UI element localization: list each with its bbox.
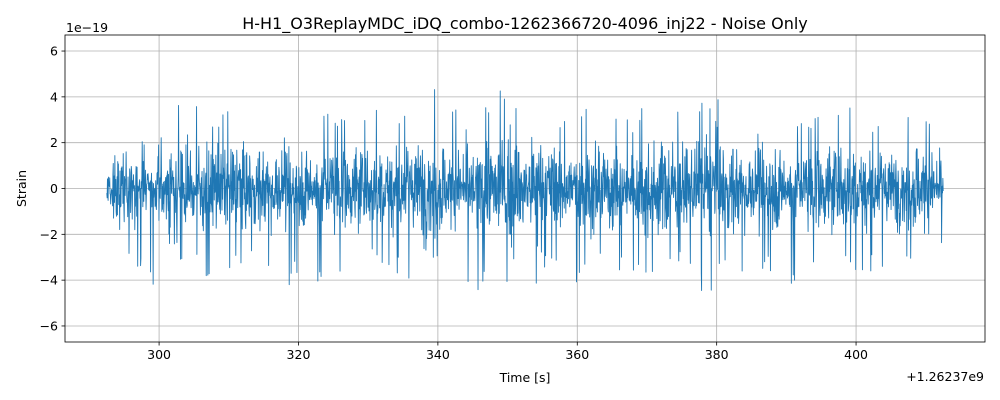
x-tick-label: 360 bbox=[565, 347, 589, 362]
x-tick-label: 340 bbox=[426, 347, 450, 362]
y-tick-label: 0 bbox=[50, 181, 58, 196]
x-offset-label: +1.26237e9 bbox=[906, 369, 984, 384]
y-tick-label: 2 bbox=[50, 135, 58, 150]
chart-title: H-H1_O3ReplayMDC_iDQ_combo-1262366720-40… bbox=[242, 14, 808, 34]
x-tick-label: 400 bbox=[844, 347, 868, 362]
y-tick-label: −6 bbox=[40, 318, 58, 333]
y-tick-label: −2 bbox=[40, 227, 58, 242]
y-tick-label: −4 bbox=[40, 273, 58, 288]
y-axis-ticks: −6 −4 −2 0 2 4 6 bbox=[40, 44, 65, 333]
y-tick-label: 6 bbox=[50, 44, 58, 59]
y-tick-label: 4 bbox=[50, 89, 58, 104]
strain-line bbox=[106, 89, 944, 291]
x-tick-label: 300 bbox=[147, 347, 171, 362]
x-axis-label: Time [s] bbox=[499, 370, 551, 385]
x-tick-label: 320 bbox=[287, 347, 311, 362]
x-tick-label: 380 bbox=[705, 347, 729, 362]
x-axis-ticks: 300 320 340 360 380 400 bbox=[147, 342, 868, 362]
y-scale-label: 1e−19 bbox=[66, 20, 108, 35]
y-axis-label: Strain bbox=[14, 170, 29, 207]
strain-series bbox=[106, 89, 944, 291]
